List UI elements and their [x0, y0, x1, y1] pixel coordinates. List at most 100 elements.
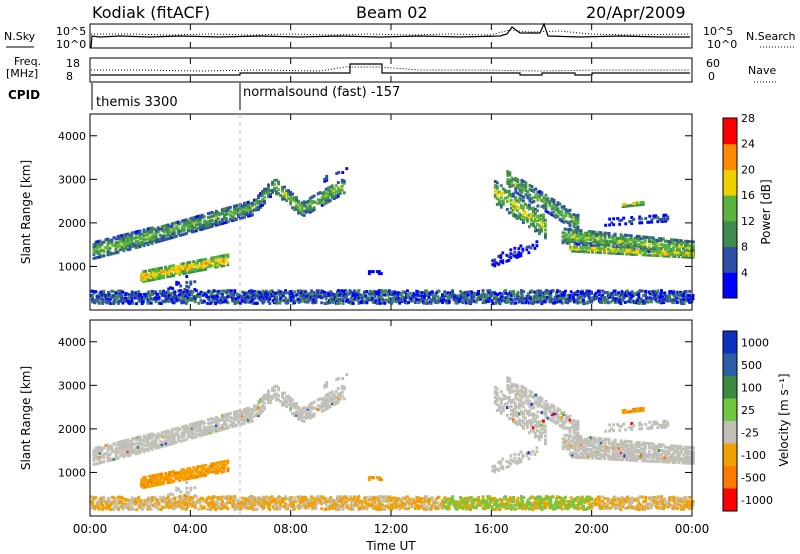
power-echo-cell — [669, 238, 673, 242]
power-echo-cell — [510, 178, 514, 182]
velocity-echo-cell — [196, 420, 200, 424]
velocity-echo-cell — [550, 419, 554, 423]
velocity-echo-cell — [243, 411, 246, 415]
power-echo-cell — [322, 196, 326, 200]
velocity-echo-cell — [212, 428, 216, 432]
power-echo-cell — [661, 237, 665, 241]
velocity-echo-cell — [120, 445, 124, 449]
velocity-echo-cell — [92, 449, 96, 453]
power-echo-cell — [212, 258, 216, 262]
power-echo-cell — [337, 291, 341, 295]
power-echo-cell — [592, 298, 596, 302]
velocity-echo-cell — [302, 406, 306, 410]
velocity-echo-cell — [186, 425, 190, 429]
power-echo-cell — [109, 302, 113, 306]
power-echo-cell — [623, 248, 627, 252]
power-echo-cell — [247, 204, 250, 208]
power-echo-cell — [300, 201, 304, 205]
velocity-echo-cell — [152, 439, 156, 443]
power-echo-cell — [677, 241, 681, 245]
velocity-echo-cell — [497, 404, 501, 408]
power-echo-cell — [689, 251, 693, 255]
power-echo-cell — [373, 292, 377, 296]
velocity-echo-cell — [189, 488, 193, 492]
velocity-echo-cell — [544, 409, 548, 413]
power-echo-cell — [302, 209, 306, 213]
velocity-echo-cell — [154, 444, 158, 448]
power-echo-cell — [629, 236, 633, 240]
power-echo-cell — [506, 172, 510, 176]
power-echo-cell — [521, 207, 525, 211]
velocity-echo-cell — [136, 445, 140, 449]
power-echo-cell — [629, 242, 633, 246]
power-echo-cell — [124, 234, 128, 238]
power-echo-cell — [595, 246, 599, 250]
velocity-echo-cell — [188, 467, 192, 471]
power-echo-cell — [251, 209, 254, 213]
power-echo-cell — [124, 242, 128, 246]
power-echo-cell — [188, 298, 192, 302]
velocity-echo-cell — [154, 481, 158, 485]
power-echo-cell — [330, 192, 334, 196]
velocity-echo-cell — [544, 424, 547, 428]
power-echo-cell — [670, 292, 674, 296]
power-echo-cell — [595, 232, 599, 236]
velocity-echo-cell — [283, 401, 286, 405]
power-echo-cell — [301, 297, 304, 301]
power-echo-cell — [583, 243, 587, 247]
power-echo-cell — [522, 290, 526, 294]
power-echo-cell — [544, 199, 548, 203]
power-echo-cell — [236, 215, 240, 219]
velocity-echo-cell — [210, 430, 214, 434]
velocity-echo-cell — [529, 418, 533, 422]
power-echo-cell — [631, 244, 635, 248]
power-echo-cell — [505, 196, 509, 200]
power-echo-cell — [114, 243, 118, 247]
power-echo-cell — [530, 300, 534, 304]
velocity-echo-cell — [124, 442, 128, 446]
velocity-echo-cell — [150, 434, 154, 438]
power-echo-cell — [534, 187, 538, 191]
power-echo-cell — [302, 200, 306, 204]
power-echo-cell — [681, 255, 685, 259]
power-echo-cell — [220, 208, 224, 212]
velocity-echo-cell — [214, 415, 218, 419]
power-echo-cell — [631, 203, 635, 207]
velocity-echo-cell — [514, 396, 518, 400]
power-echo-cell — [669, 240, 673, 244]
power-echo-cell — [285, 189, 289, 193]
power-echo-cell — [659, 237, 663, 241]
freq-tick-top: 18 — [66, 57, 80, 70]
velocity-echo-cell — [122, 445, 126, 449]
velocity-echo-cell — [204, 428, 208, 432]
power-echo-cell — [653, 246, 657, 250]
velocity-echo-cell — [188, 431, 192, 435]
power-echo-cell — [546, 200, 550, 204]
velocity-echo-cell — [194, 469, 198, 473]
power-echo-cell — [562, 216, 566, 220]
power-echo-cell — [275, 190, 278, 194]
power-echo-cell — [669, 248, 673, 252]
power-echo-cell — [110, 244, 114, 248]
power-echo-cell — [394, 300, 398, 304]
velocity-echo-cell — [513, 403, 517, 407]
power-echo-cell — [332, 187, 336, 191]
power-echo-cell — [302, 213, 306, 217]
power-echo-cell — [188, 293, 192, 297]
power-echo-cell — [220, 294, 224, 298]
power-echo-cell — [338, 297, 342, 301]
power-echo-cell — [134, 244, 138, 248]
power-echo-cell — [357, 296, 361, 300]
power-echoes — [90, 167, 695, 306]
power-echo-cell — [167, 300, 171, 304]
velocity-echo-cell — [263, 405, 266, 409]
power-echo-cell — [144, 269, 148, 273]
power-echo-cell — [687, 255, 691, 259]
power-echo-cell — [637, 249, 641, 253]
power-echo-cell — [204, 224, 208, 228]
power-echo-cell — [310, 207, 314, 211]
velocity-echo-cell — [510, 384, 514, 388]
power-echo-cell — [259, 192, 262, 196]
power-echo-cell — [521, 219, 525, 223]
power-echo-cell — [275, 178, 278, 182]
